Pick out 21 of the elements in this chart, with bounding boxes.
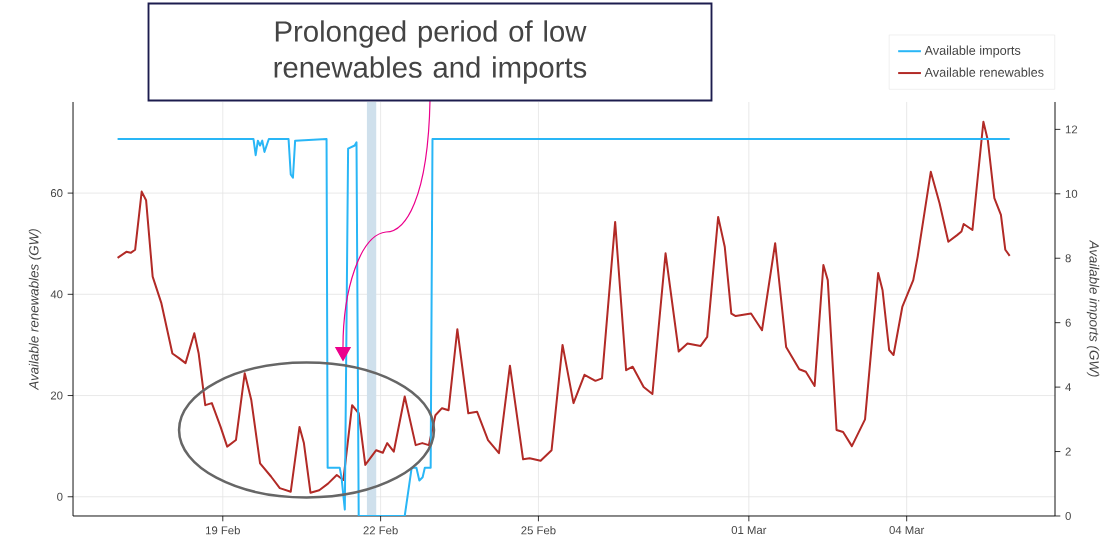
x-tick-label: 22 Feb [363, 526, 398, 535]
x-tick-label: 25 Feb [521, 526, 556, 535]
legend-label: Available renewables [924, 67, 1044, 77]
y-tick-label: 60 [50, 189, 63, 198]
y-tick-label: 20 [50, 391, 63, 400]
y-axis-title: Available renewables (GW) [28, 229, 42, 391]
x-tick-label: 19 Feb [206, 526, 240, 535]
x-tick-label: 04 Mar [889, 526, 925, 535]
y-tick-label: 40 [50, 290, 63, 299]
legend-label: Available imports [924, 45, 1021, 58]
y2-tick-label: 4 [1065, 383, 1072, 392]
y2-axis-title: Available imports (GW) [1086, 239, 1100, 377]
y2-tick-label: 12 [1065, 125, 1078, 134]
y2-tick-label: 8 [1065, 254, 1071, 263]
x-tick-label: 01 Mar [731, 526, 767, 535]
y2-tick-label: 6 [1065, 318, 1071, 327]
y2-tick-label: 0 [1065, 511, 1071, 520]
y2-tick-label: 2 [1065, 447, 1071, 456]
y-tick-label: 0 [57, 492, 63, 501]
annotation: Prolonged period of low renewables and imports [274, 20, 587, 84]
y2-tick-label: 10 [1065, 189, 1078, 198]
